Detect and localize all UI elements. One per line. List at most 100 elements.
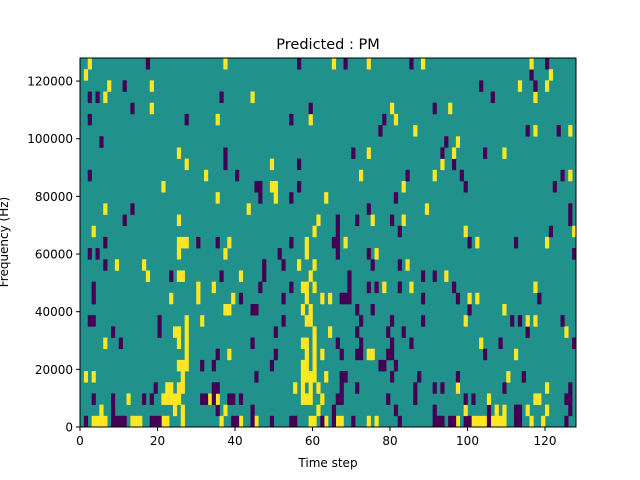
heatmap-cell-high (308, 315, 313, 327)
heatmap-cell-low (347, 292, 352, 305)
heatmap-cell-high (545, 404, 550, 417)
heatmap-cell-low (393, 192, 399, 204)
heatmap-cell-high (533, 91, 538, 104)
heatmap-cell-low (200, 359, 205, 372)
heatmap-cell-high (223, 404, 228, 417)
heatmap-cell-low (297, 158, 302, 171)
heatmap-cell-low (289, 415, 294, 428)
heatmap-cell-high (328, 292, 333, 305)
heatmap-cell-high (273, 181, 278, 193)
heatmap-cell-low (568, 203, 573, 215)
heatmap-cell-low (537, 292, 542, 305)
heatmap-cell-high (312, 415, 317, 428)
heatmap-cell-high (180, 359, 185, 372)
heatmap-cell-high (184, 326, 189, 338)
heatmap-cell-high (320, 393, 325, 405)
heatmap-cell-high (316, 404, 321, 417)
x-tick-label: 40 (227, 434, 242, 448)
heatmap-cell-high (479, 415, 484, 428)
heatmap-cell-high (184, 236, 189, 249)
heatmap-cell-high (176, 382, 182, 394)
heatmap-cell-low (355, 304, 360, 316)
heatmap-cell-high (215, 113, 220, 126)
heatmap-cell-low (390, 371, 395, 383)
heatmap-cell-low (142, 393, 147, 405)
heatmap-cell-low (397, 281, 402, 294)
heatmap-cell-high (537, 393, 542, 405)
heatmap-cell-low (413, 382, 418, 394)
heatmap-cell-high (99, 415, 104, 428)
heatmap-cell-low (401, 326, 406, 338)
y-tick-label: 100000 (27, 132, 73, 146)
x-axis-ticks: 0 20 40 60 80 100 120 (76, 427, 556, 448)
heatmap-cell-low (455, 292, 461, 305)
heatmap-cell-low (525, 326, 530, 338)
heatmap-cell-high (506, 371, 511, 383)
heatmap-cell-high (180, 371, 185, 383)
heatmap-cell-low (103, 259, 108, 271)
heatmap-cell-low (390, 337, 395, 350)
heatmap-cell-high (207, 393, 213, 405)
heatmap-cell-low (258, 181, 263, 193)
heatmap-cell-low (560, 315, 565, 327)
heatmap-cell-low (370, 259, 375, 271)
heatmap-cell-low (223, 158, 228, 171)
heatmap-cell-low (366, 248, 371, 260)
heatmap-cell-high (176, 214, 182, 227)
heatmap-cell-high (300, 281, 306, 294)
heatmap-cell-low (335, 393, 340, 405)
heatmap-cell-low (409, 58, 414, 70)
heatmap-cell-high (103, 337, 108, 350)
heatmap-cell-high (568, 125, 573, 137)
heatmap-cell-low (440, 382, 445, 394)
heatmap-cell-low (479, 80, 484, 92)
heatmap-cell-low (355, 348, 360, 361)
heatmap-cell-high (401, 214, 406, 227)
heatmap-cell-high (169, 382, 174, 394)
heatmap-cell-low (254, 181, 259, 193)
heatmap-cell-low (339, 292, 344, 305)
heatmap-cell-low (397, 225, 402, 238)
heatmap-cell-low (91, 393, 96, 405)
heatmap-cell-high (83, 371, 89, 383)
heatmap-cell-high (312, 348, 317, 361)
heatmap-cell-high (479, 337, 484, 350)
heatmap-cell-low (289, 192, 294, 204)
heatmap-cell-low (467, 415, 472, 428)
heatmap-cell-high (215, 192, 220, 204)
heatmap-cell-high (366, 348, 371, 361)
heatmap-cell-high (452, 147, 457, 159)
y-axis-ticks: 0 20000 40000 60000 80000 100000 120000 (27, 75, 80, 435)
heatmap-cell-high (180, 382, 185, 394)
heatmap-cell-low (111, 326, 116, 338)
heatmap-cell-high (370, 214, 375, 227)
heatmap-cell-high (184, 337, 189, 350)
heatmap-cell-low (145, 58, 151, 70)
heatmap-cell-high (572, 225, 577, 238)
heatmap-cell-low (153, 415, 158, 428)
heatmap-cell-low (413, 393, 418, 405)
heatmap-cell-high (312, 259, 317, 271)
heatmap-cell-low (339, 348, 344, 361)
heatmap-cell-high (308, 113, 313, 126)
heatmap-cell-low (351, 147, 356, 159)
heatmap-cell-low (463, 415, 468, 428)
heatmap-cell-low (517, 315, 523, 327)
heatmap-cell-low (529, 69, 534, 81)
heatmap-cell-high (455, 415, 461, 428)
heatmap-cell-low (157, 315, 162, 327)
heatmap-cell-high (269, 181, 275, 193)
heatmap-cell-low (366, 281, 371, 294)
heatmap-cell-low (250, 415, 255, 428)
heatmap-cell-high (169, 292, 174, 305)
heatmap-cell-high (514, 348, 519, 361)
heatmap-cell-low (393, 404, 399, 417)
heatmap-cell-high (455, 136, 461, 148)
heatmap-cell-low (409, 337, 414, 350)
heatmap-cell-low (390, 348, 395, 361)
heatmap-cell-low (211, 393, 216, 405)
heatmap-cell-high (300, 359, 306, 372)
heatmap-cell-low (568, 214, 573, 227)
heatmap-cell-low (231, 393, 236, 405)
heatmap-cell-high (238, 270, 244, 282)
